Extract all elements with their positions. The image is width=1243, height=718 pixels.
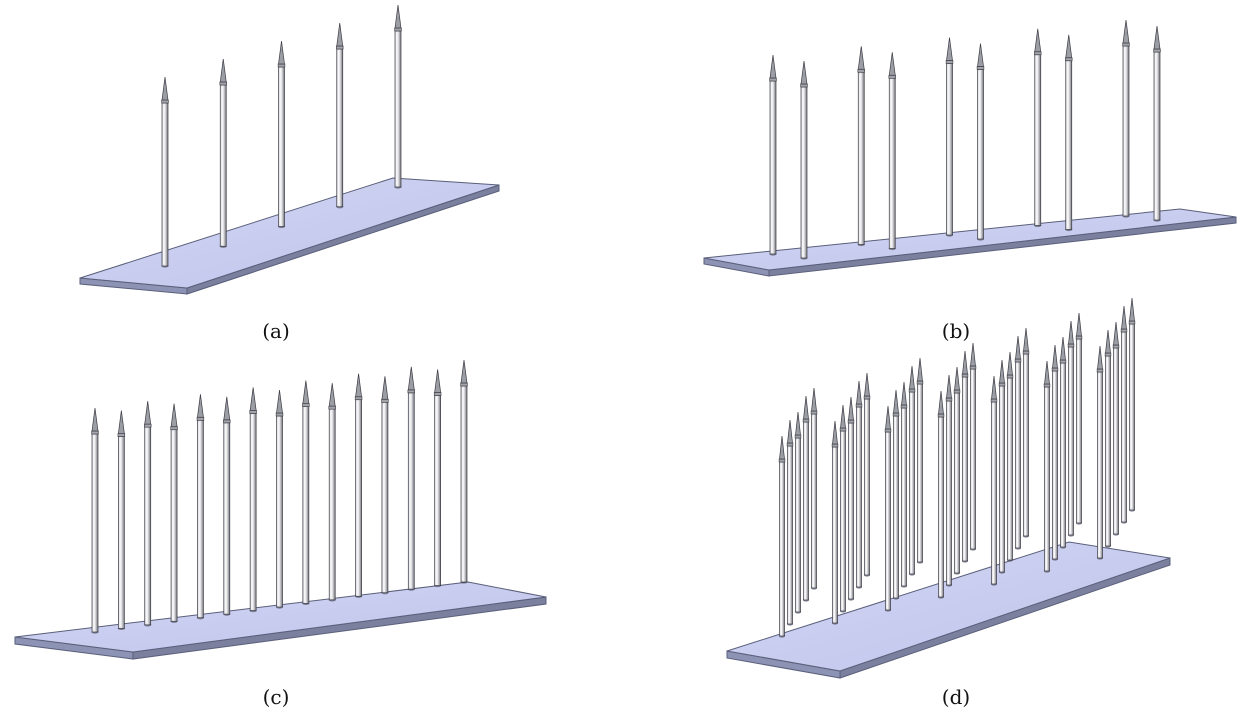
needle [328,383,336,602]
needle [144,401,152,627]
panel-a-five-needles [79,4,500,295]
needle [196,394,205,620]
needle [1059,336,1067,549]
needle [945,374,953,587]
needle [900,381,908,588]
caption-a: (a) [262,319,290,343]
needle [433,369,442,588]
plate-top [14,581,547,653]
panel-b-ten-needles [703,19,1237,277]
needle [831,420,839,625]
needle [976,43,985,241]
needle [91,407,99,634]
needle [839,404,847,613]
needle [161,76,169,268]
needle [892,389,900,600]
needle [302,380,310,606]
needle [1122,19,1130,218]
needle [1120,305,1128,524]
needle [998,359,1006,574]
needle [794,411,802,614]
needle [937,390,945,599]
needle [961,350,969,563]
plate-top [703,208,1237,271]
needle [884,405,892,612]
needle [847,396,855,601]
needle [223,396,231,616]
needle [275,389,284,609]
needle [1051,344,1059,561]
needle [354,373,363,598]
needle [810,387,818,590]
needle [407,366,415,591]
needle [1022,327,1030,538]
needle [857,46,865,247]
needle [381,376,389,595]
needle [800,60,808,260]
needle [219,58,227,248]
plate-top [726,541,1171,672]
needle [769,54,777,256]
needle [1104,329,1112,548]
needle [336,22,344,209]
needle [888,52,896,251]
needle [1112,321,1120,536]
needle [1153,25,1161,222]
caption-c: (c) [263,685,290,709]
needle [170,403,178,623]
needle [802,395,810,602]
caption-d: (d) [942,685,970,709]
needle [1014,335,1022,550]
needle [249,387,257,613]
needle [969,342,977,551]
needle [1034,28,1042,228]
needle [786,419,794,626]
needle [1075,312,1083,525]
needle [945,37,954,237]
needle [117,410,126,631]
needle [990,375,998,586]
needle [460,359,468,584]
needle [778,435,786,638]
needle [1096,345,1104,560]
needle [908,365,916,576]
needle [277,40,286,229]
caption-b: (b) [942,319,970,343]
needle [916,357,924,564]
needle [863,372,871,577]
panel-c-fifteen-needles [14,359,547,660]
needle [1067,320,1075,537]
needle [1128,297,1136,512]
needle [1043,360,1051,573]
needle [1065,34,1073,232]
needle [953,366,961,575]
plate-top [79,177,500,289]
needle [1006,351,1014,562]
needle [855,380,863,589]
panel-d-thirty-five-needles [726,297,1171,679]
needle [394,4,402,189]
